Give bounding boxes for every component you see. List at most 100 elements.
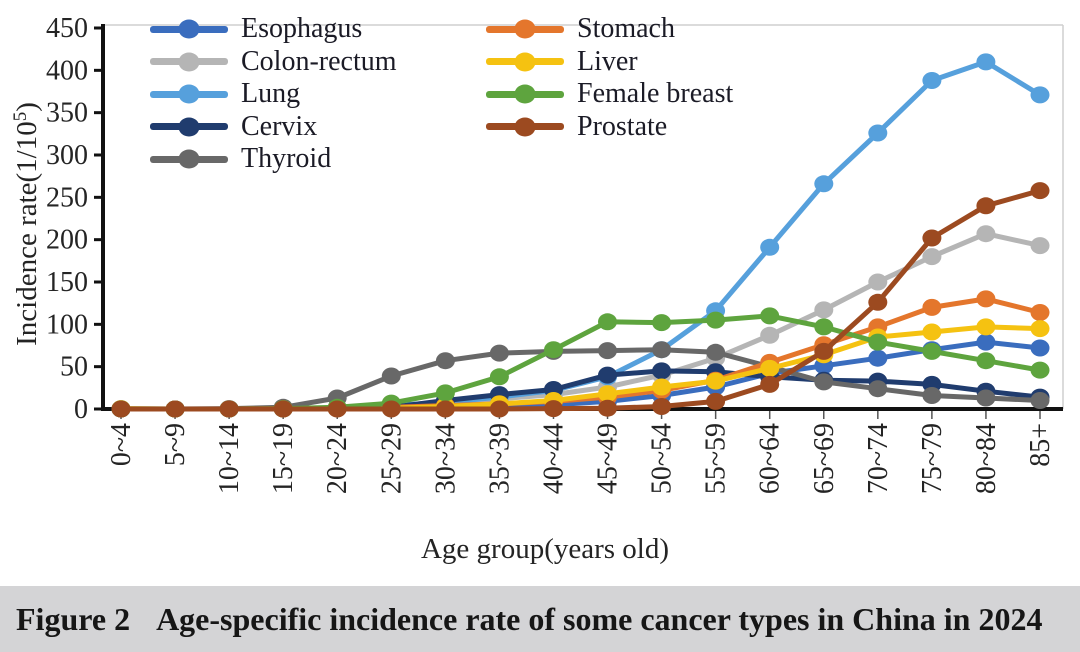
legend-label-colon-rectum: Colon-rectum xyxy=(241,45,397,77)
series-marker-thyroid xyxy=(922,387,942,404)
series-marker-prostate xyxy=(273,400,293,418)
legend-dot-liver-icon xyxy=(514,52,536,72)
series-marker-stomach xyxy=(1030,304,1050,321)
y-tick-label: 250 xyxy=(46,182,88,213)
legend-label-thyroid: Thyroid xyxy=(241,143,332,175)
y-tick-label: 400 xyxy=(46,55,88,86)
series-marker-female-breast xyxy=(814,318,834,336)
series-marker-female-breast xyxy=(544,341,563,359)
legend-dot-esophagus-icon xyxy=(178,19,200,39)
series-marker-colon-rectum xyxy=(1030,237,1050,255)
series-marker-prostate xyxy=(922,229,942,247)
series-marker-lung xyxy=(868,124,888,142)
x-tick-label: 35~39 xyxy=(484,423,515,494)
legend-label-lung: Lung xyxy=(241,78,301,110)
series-marker-prostate xyxy=(219,400,239,418)
series-marker-female-breast xyxy=(868,333,888,351)
series-marker-liver xyxy=(652,378,672,396)
legend-marker-stomach-icon xyxy=(486,19,564,39)
legend-marker-prostate-icon xyxy=(486,117,564,137)
x-axis-title: Age group(years old) xyxy=(421,533,669,565)
legend-label-female-breast: Female breast xyxy=(577,78,734,110)
series-marker-liver xyxy=(976,318,996,336)
series-marker-female-breast xyxy=(976,352,996,370)
series-marker-prostate xyxy=(868,293,888,311)
series-marker-lung xyxy=(922,72,942,89)
x-tick-label: 80~84 xyxy=(971,423,1002,494)
x-tick-label: 20~24 xyxy=(322,423,353,494)
x-tick-label: 5~9 xyxy=(160,423,191,466)
x-tick-label: 60~64 xyxy=(755,423,786,494)
x-tick-label: 70~74 xyxy=(863,423,894,494)
legend-item-thyroid: Thyroid xyxy=(150,143,397,176)
legend-label-prostate: Prostate xyxy=(577,110,668,142)
legend-dot-thyroid-icon xyxy=(178,149,200,169)
series-marker-lung xyxy=(814,175,834,193)
legend-dot-prostate-icon xyxy=(514,117,536,137)
y-tick-label: 450 xyxy=(46,13,88,44)
series-marker-prostate xyxy=(435,400,455,418)
series-marker-thyroid xyxy=(706,343,726,361)
series-marker-liver xyxy=(760,359,780,377)
y-tick-label: 200 xyxy=(46,225,88,256)
series-marker-esophagus xyxy=(868,349,888,367)
series-marker-prostate xyxy=(327,400,347,418)
series-marker-prostate xyxy=(111,400,131,418)
series-marker-liver xyxy=(706,372,726,390)
series-marker-colon-rectum xyxy=(868,273,888,291)
legend-item-female-breast: Female breast xyxy=(486,78,733,111)
legend-marker-female-breast-icon xyxy=(486,84,564,104)
legend-item-cervix: Cervix xyxy=(150,111,397,144)
x-tick-label: 85+ xyxy=(1025,423,1056,467)
series-marker-prostate xyxy=(489,400,509,418)
legend-marker-thyroid-icon xyxy=(150,149,228,169)
series-marker-thyroid xyxy=(598,342,617,360)
series-marker-lung xyxy=(760,238,780,256)
legend-item-prostate: Prostate xyxy=(486,111,733,144)
legend-marker-liver-icon xyxy=(486,52,564,72)
legend-dot-lung-icon xyxy=(178,84,200,104)
x-tick-label: 65~69 xyxy=(809,423,840,494)
series-marker-liver xyxy=(1030,320,1050,338)
figure-caption-bar: Figure 2 Age-specific incidence rate of … xyxy=(0,586,1080,652)
series-marker-prostate xyxy=(381,400,401,418)
x-tick-label: 30~34 xyxy=(430,423,461,494)
series-marker-female-breast xyxy=(922,342,942,360)
x-tick-label: 15~19 xyxy=(268,423,299,494)
y-tick-label: 50 xyxy=(60,352,88,383)
series-marker-thyroid xyxy=(489,344,509,362)
y-tick-label: 0 xyxy=(74,394,88,425)
legend-marker-lung-icon xyxy=(150,84,228,104)
series-marker-female-breast xyxy=(1030,361,1050,379)
series-marker-thyroid xyxy=(814,373,834,391)
legend-label-esophagus: Esophagus xyxy=(241,13,363,45)
series-marker-thyroid xyxy=(652,341,672,359)
legend-column-1: Esophagus Colon-rectum Lung Cervix Thyroid xyxy=(150,13,397,176)
series-marker-prostate xyxy=(544,400,563,418)
series-marker-stomach xyxy=(922,298,942,316)
series-marker-liver xyxy=(922,323,942,341)
series-marker-prostate xyxy=(814,342,834,360)
series-marker-female-breast xyxy=(435,384,455,402)
series-marker-female-breast xyxy=(489,368,509,386)
legend-column-2: Stomach Liver Female breast Prostate xyxy=(486,13,733,143)
figure-caption-label: Figure 2 xyxy=(16,600,131,637)
x-tick-label: 75~79 xyxy=(917,423,948,494)
x-tick-label: 25~29 xyxy=(376,423,407,494)
x-tick-label: 45~49 xyxy=(593,423,624,494)
legend-item-lung: Lung xyxy=(150,78,397,111)
y-axis-title: Incidence rate(1/105) xyxy=(10,102,43,346)
legend-item-liver: Liver xyxy=(486,46,733,79)
series-marker-colon-rectum xyxy=(760,326,780,344)
y-tick-label: 150 xyxy=(46,267,88,298)
series-marker-female-breast xyxy=(598,313,617,331)
figure-caption-text: Age-specific incidence rate of some canc… xyxy=(156,600,1043,637)
legend-dot-stomach-icon xyxy=(514,19,536,39)
legend-marker-colon-rectum-icon xyxy=(150,52,228,72)
series-marker-prostate xyxy=(976,197,996,215)
series-marker-cervix xyxy=(652,362,672,380)
series-marker-colon-rectum xyxy=(922,248,942,266)
series-marker-prostate xyxy=(165,400,185,418)
series-marker-esophagus xyxy=(976,333,996,351)
